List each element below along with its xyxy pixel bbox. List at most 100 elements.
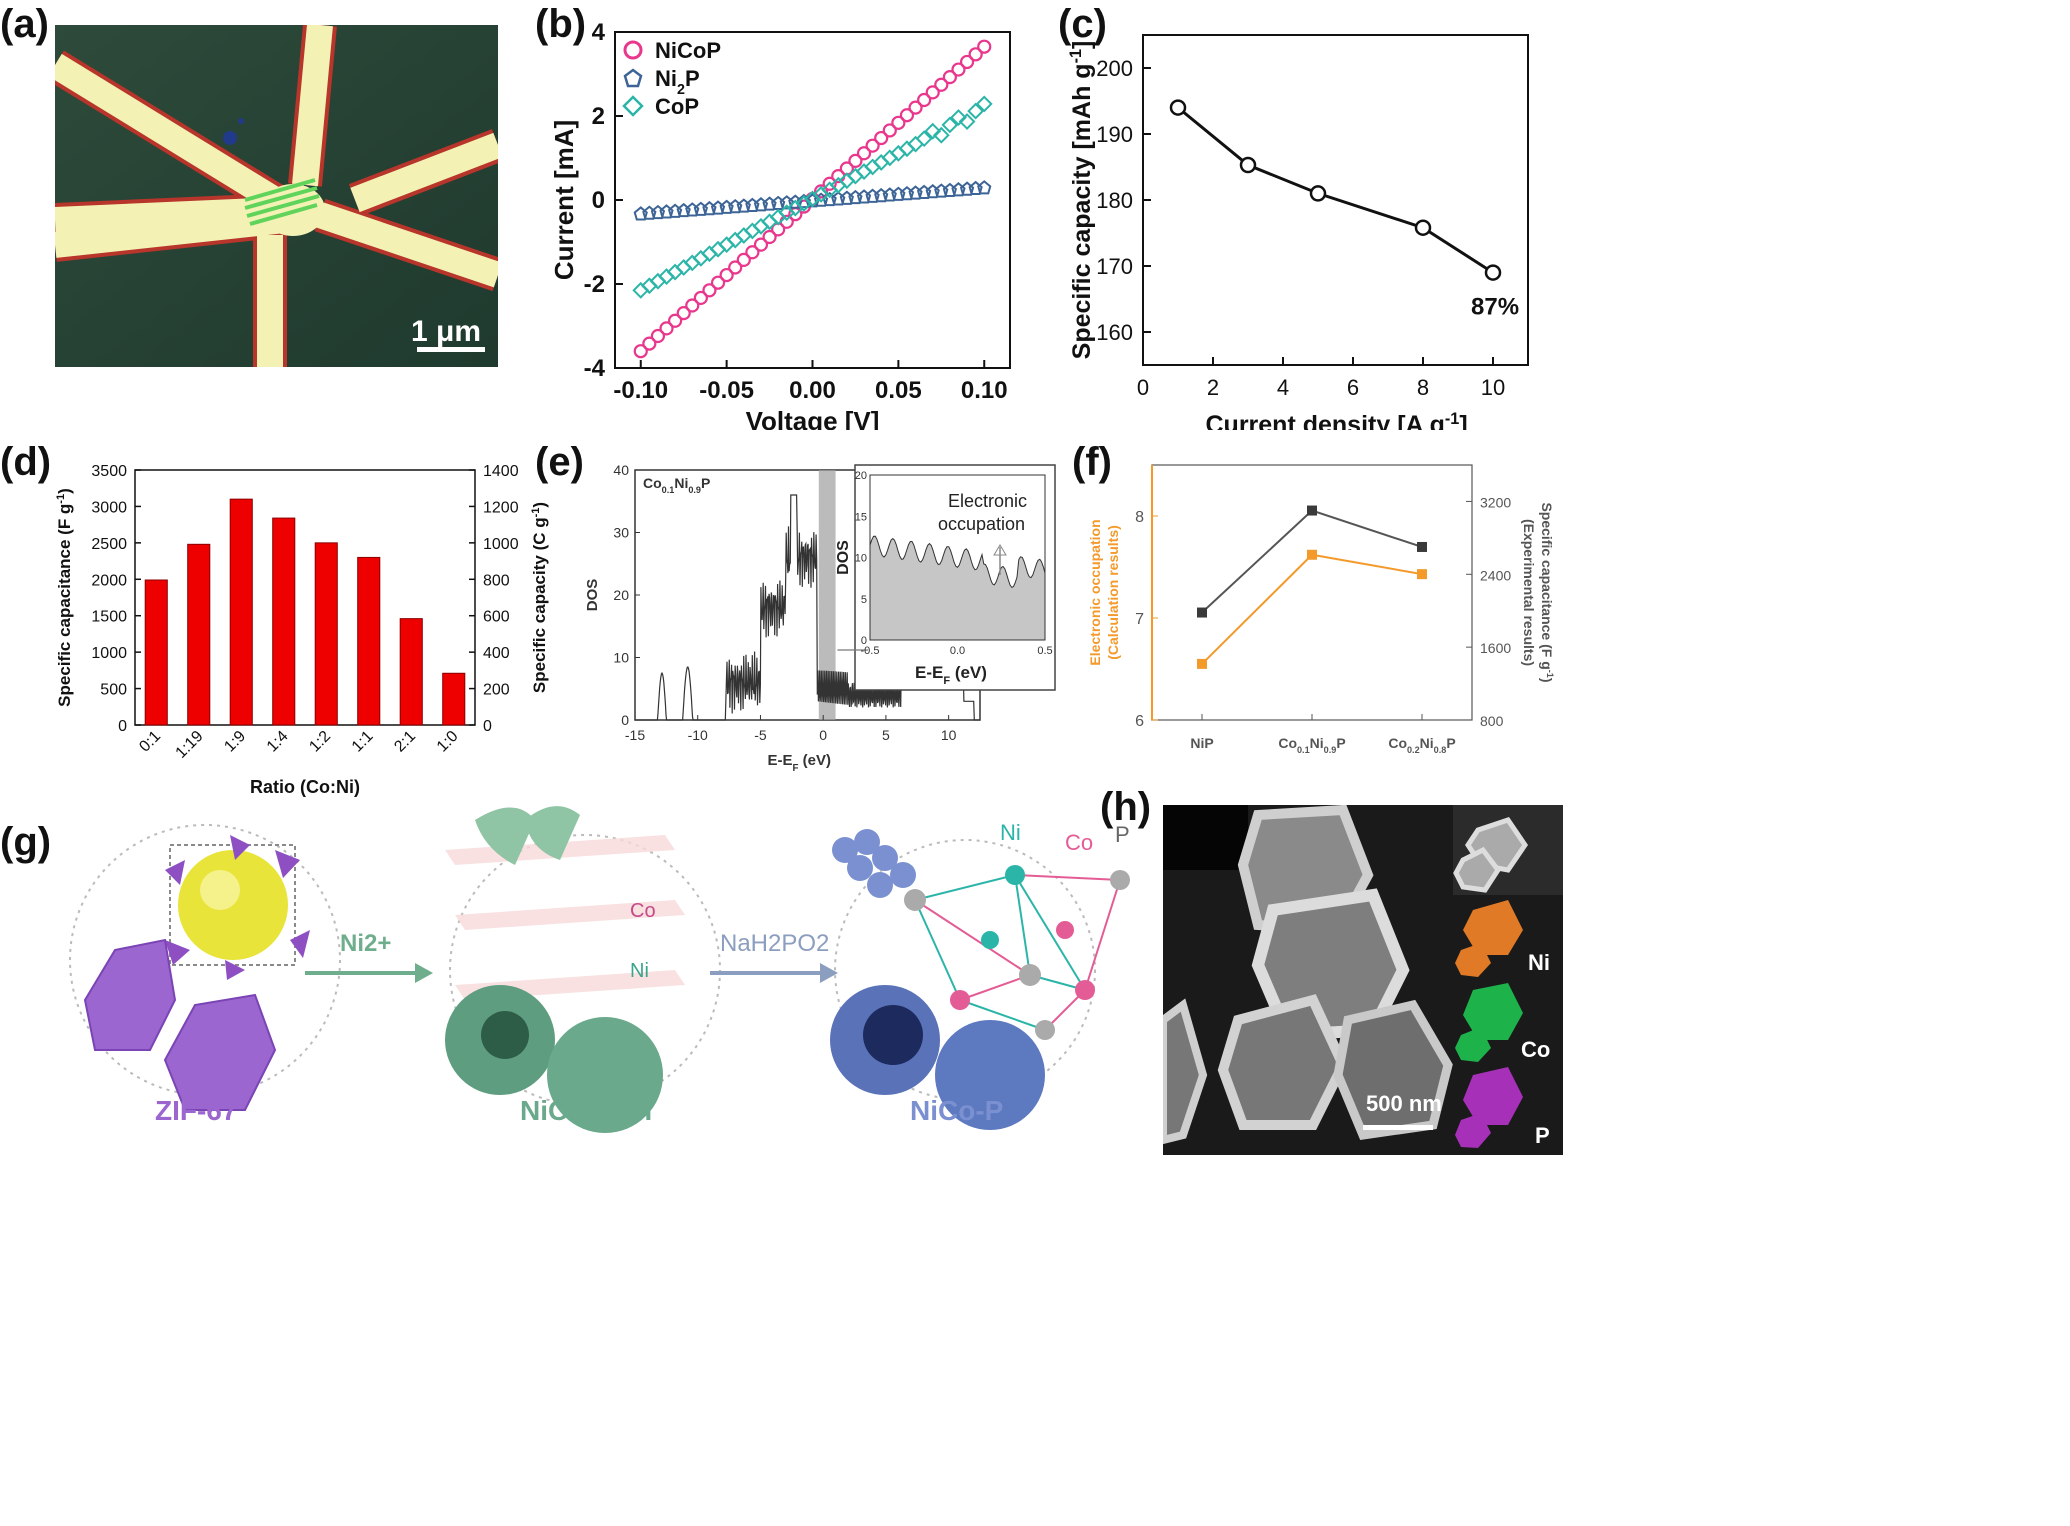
nicop-point <box>668 313 683 328</box>
map-label-co: Co <box>1521 1037 1551 1062</box>
x-tick-label: 0.10 <box>961 377 1008 404</box>
y-tick-label: 500 <box>100 682 127 699</box>
x-tick-label: NiP <box>1190 735 1213 751</box>
y-axis-label: Specific capacity [mAh g-1] <box>1067 41 1096 360</box>
cop-point <box>967 102 985 120</box>
y-tick-label: 20 <box>613 587 629 603</box>
y-axis-label: Current [mA] <box>549 120 579 280</box>
bar <box>314 542 338 726</box>
capacity-line <box>1177 106 1494 274</box>
y-tick-label: 2500 <box>91 536 127 553</box>
ni2p-point <box>839 190 854 205</box>
legend-label-ni2p: Ni2P <box>655 66 700 98</box>
bar <box>144 579 168 726</box>
ni2p-point <box>659 204 674 219</box>
x-tick-label: 1:19 <box>173 728 207 762</box>
ni-map-particle <box>1463 900 1523 955</box>
legend-marker-nicop <box>623 40 643 60</box>
nicop-point <box>702 283 717 298</box>
y2-tick-label: 2400 <box>1480 567 1511 583</box>
x-tick-label: Co0.2Ni0.8P <box>1388 735 1455 755</box>
legend-label: CoP <box>655 94 699 119</box>
y2-tick-label: 1600 <box>1480 640 1511 656</box>
panel-label-c: (c) <box>1058 2 1107 46</box>
nicop-point <box>745 245 760 260</box>
x-tick-label: 1:0 <box>434 728 462 756</box>
x-axis-label: Voltage [V] <box>746 406 880 430</box>
ni2p-point <box>642 205 657 220</box>
y-tick-label: -2 <box>584 271 605 298</box>
ni2p-point <box>959 181 975 196</box>
nicop-point <box>908 100 923 115</box>
x-tick-label: 0:1 <box>136 728 164 756</box>
inset-x-tick: -0.5 <box>861 645 880 657</box>
panel-label-e: (e) <box>535 440 584 484</box>
inset-annotation-2: occupation <box>938 514 1025 534</box>
nicop-lattice-icon <box>904 865 1130 1040</box>
capacity-point <box>1484 264 1502 281</box>
y-tick-label: 7 <box>1135 611 1144 628</box>
inset-annotation-1: Electronic <box>948 491 1027 511</box>
capacitance-point <box>1197 607 1207 618</box>
bar <box>442 672 466 726</box>
x-tick-label: 4 <box>1277 375 1289 400</box>
inset-x-tick: 0.0 <box>950 645 965 657</box>
y-tick-label: 1500 <box>91 609 127 626</box>
p-cluster-icon <box>832 829 916 898</box>
ni2p-point <box>710 200 726 215</box>
ni2p-point <box>753 197 769 212</box>
legend-marker-ni2p <box>623 68 643 88</box>
cop-point <box>958 113 976 130</box>
nicop-point <box>856 146 872 161</box>
ni2p-point <box>891 186 906 201</box>
map-label-p: P <box>1535 1123 1550 1148</box>
x-tick-label: 10 <box>941 727 957 743</box>
capacitance-line <box>1201 509 1423 614</box>
x-tick-label: -5 <box>754 727 767 743</box>
y-tick-label: 3500 <box>91 463 127 480</box>
cop-point <box>932 126 950 144</box>
nicop-point <box>753 237 769 252</box>
atom-label-p: P <box>1115 822 1130 847</box>
inset-y-tick: 20 <box>855 470 867 482</box>
y-tick-label: 30 <box>613 525 629 541</box>
occupation-point <box>1197 658 1207 669</box>
nicop-point <box>874 130 889 146</box>
y-tick-label: 180 <box>1096 188 1133 213</box>
y-tick-label: 6 <box>1135 713 1144 730</box>
nicop-point <box>710 275 726 290</box>
nicop-point <box>736 252 751 267</box>
inset-x-tick: 0.5 <box>1037 645 1052 657</box>
x-tick-label: 10 <box>1481 375 1505 400</box>
ni2p-point <box>831 191 846 206</box>
y2-tick-label: 1400 <box>483 463 519 480</box>
ni2p-point <box>865 188 880 203</box>
nicop-point <box>650 328 666 344</box>
y2-tick-label: 400 <box>483 645 510 662</box>
arrow-label-nah2po2: NaH2PO2 <box>720 930 830 957</box>
x-tick-label: 8 <box>1417 375 1429 400</box>
y-tick-label: 160 <box>1096 320 1133 345</box>
iv-chart: -4 -2 0 2 4 -0.10 -0.05 0.00 0.05 0.10 Voltage [V]… <box>549 19 1011 430</box>
capacity-rate-chart: 160 170 180 190 200 0 2 4 6 8 10 Current density [A… <box>1067 34 1529 430</box>
x-tick-label: 0.00 <box>789 377 836 404</box>
ni2p-point <box>899 185 915 201</box>
p-map-particle <box>1463 1067 1523 1125</box>
inset-x-label: E-EF (eV) <box>915 663 987 687</box>
inset-y-label: DOS <box>835 540 852 575</box>
y-tick-label: 1000 <box>91 645 127 662</box>
zif67-crystal-icon-2 <box>163 993 277 1111</box>
stem-micrograph: 500 nm Ni Co P <box>1163 805 1563 1155</box>
occupation-chart: 6 7 8 800 1600 2400 3200 NiP Co0.1Ni0.9P Co0.2Ni0… <box>1087 464 1555 755</box>
nicop-point <box>848 153 863 168</box>
y-axis-label: Specific capacitance (F g-1) <box>55 488 74 707</box>
occupation-point <box>1307 549 1317 560</box>
nicop-point <box>762 229 777 245</box>
x-tick-label: 0 <box>1137 375 1149 400</box>
cop-point <box>941 116 959 134</box>
map-label-ni: Ni <box>1528 950 1550 975</box>
capacity-point <box>1239 156 1257 174</box>
ldh-label-co: Co <box>630 900 656 922</box>
x-tick-label: 6 <box>1347 375 1359 400</box>
x-tick-label: 1:2 <box>306 728 334 756</box>
